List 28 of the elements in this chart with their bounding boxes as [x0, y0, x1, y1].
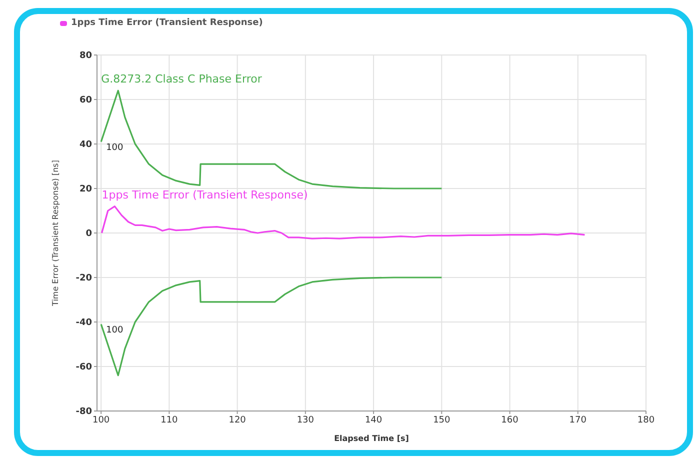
y-tick-label: 40 — [79, 140, 92, 150]
x-tick-label: 160 — [501, 415, 519, 426]
y-tick-label: 60 — [79, 96, 92, 106]
x-tick-label: 150 — [433, 415, 451, 426]
y-tick-label: -40 — [76, 318, 92, 328]
line-series — [100, 276, 442, 376]
line-series — [100, 206, 586, 240]
y-tick-label: 0 — [86, 229, 92, 240]
y-tick-label: -80 — [76, 407, 92, 418]
annotation: 100 — [106, 143, 124, 154]
line-series — [100, 90, 442, 190]
series-label: G.8273.2 Class C Phase Error — [101, 72, 262, 86]
x-tick-label: 140 — [364, 415, 382, 426]
y-tick-label: -20 — [76, 274, 92, 284]
y-tick-label: 80 — [79, 51, 92, 62]
y-tick-label: 20 — [79, 184, 92, 195]
x-tick-label: 100 — [92, 415, 110, 426]
y-axis-title: Time Error (Transient Response) [ns] — [50, 160, 60, 307]
y-tick-label: -60 — [76, 362, 92, 373]
legend-label: 1pps Time Error (Transient Response) — [71, 18, 263, 28]
x-tick-label: 180 — [637, 415, 655, 426]
x-tick-label: 170 — [569, 415, 587, 426]
x-tick-label: 120 — [228, 415, 246, 426]
frame: 1pps Time Error (Transient Response) G.8273.2 Class C Phase Error 1pps Time Error (Transient Response) 100 100 100 110 120 130 140 150 160 170 180 Elapsed Time [s] -80 -60 -40 -20 0 20 40 60 80 Time Error (Transient Response) [ns] — [14, 8, 693, 456]
x-tick-label: 110 — [160, 415, 178, 426]
x-axis-title: Elapsed Time [s] — [334, 434, 409, 443]
annotation: 100 — [106, 326, 124, 336]
x-tick-label: 130 — [296, 415, 314, 426]
